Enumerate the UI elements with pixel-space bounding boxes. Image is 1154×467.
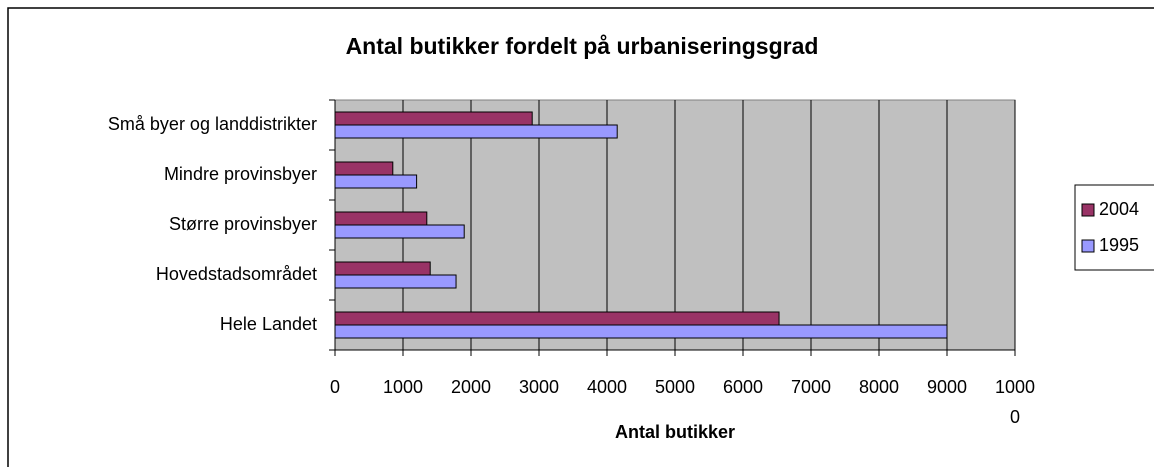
bar — [334, 261, 431, 276]
bar — [334, 224, 465, 239]
chart-title: Antal butikker fordelt på urbaniseringsg… — [346, 33, 819, 59]
x-tick-label: 9000 — [926, 377, 968, 397]
bar — [334, 124, 618, 139]
y-tick-label: Mindre provinsbyer — [164, 164, 317, 184]
legend-box — [1074, 184, 1154, 271]
bar — [334, 211, 428, 226]
x-tick-label: 0 — [329, 377, 340, 397]
y-tick-label: Hele Landet — [220, 314, 317, 334]
x-tick-label: 5000 — [654, 377, 696, 397]
bar — [334, 174, 418, 189]
bar — [334, 111, 533, 126]
x-tick-label: 6000 — [722, 377, 764, 397]
bar — [334, 274, 457, 289]
y-tick-label: Små byer og landdistrikter — [108, 114, 317, 134]
legend-label: 1995 — [1099, 235, 1139, 255]
y-tick-label: Større provinsbyer — [169, 214, 317, 234]
bar — [334, 311, 780, 326]
x-tick-label: 3000 — [518, 377, 560, 397]
x-tick-label: 2000 — [450, 377, 492, 397]
x-tick-label: 1000 — [382, 377, 424, 397]
bar — [334, 324, 948, 339]
x-axis-title: Antal butikker — [615, 422, 735, 442]
x-tick-label: 7000 — [790, 377, 832, 397]
legend-swatch — [1081, 203, 1095, 217]
x-tick-label: 10000 — [994, 377, 1036, 427]
legend-label: 2004 — [1099, 199, 1139, 219]
bar — [334, 161, 394, 176]
legend-swatch — [1081, 239, 1095, 253]
x-tick-label: 4000 — [586, 377, 628, 397]
y-tick-label: Hovedstadsområdet — [156, 264, 317, 284]
x-tick-label: 8000 — [858, 377, 900, 397]
